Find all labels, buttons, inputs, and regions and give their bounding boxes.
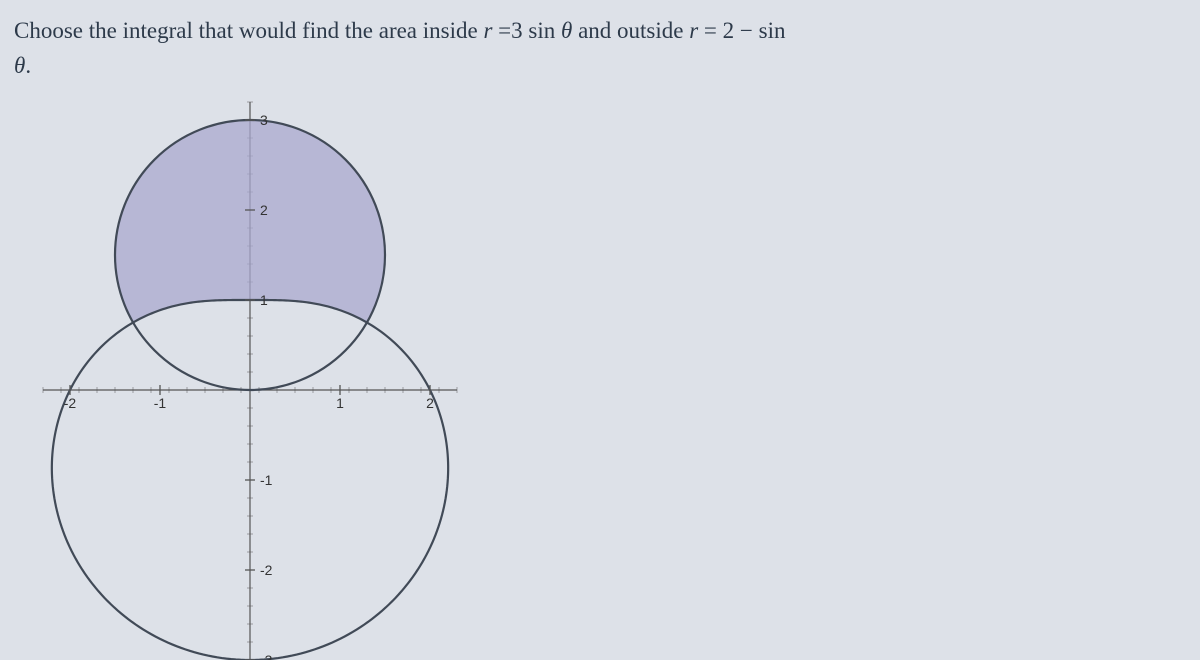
var-r: r	[689, 18, 704, 43]
x-tick-label: 1	[336, 395, 344, 411]
y-tick-label: 3	[260, 112, 268, 128]
x-tick-label: -1	[154, 395, 167, 411]
y-tick-label: -2	[260, 562, 273, 578]
polar-chart: -2-112-3-2-1123	[40, 100, 510, 640]
x-tick-label: -2	[64, 395, 77, 411]
chart-svg: -2 -1 1 2 -3 -2 -1 1 2 3	[40, 100, 510, 660]
y-tick-label: 2	[260, 202, 268, 218]
text: Choose the integral that would find the …	[14, 18, 483, 43]
x-tick-label: 2	[426, 395, 434, 411]
var-r: r	[483, 18, 498, 43]
rhs: 3 sin	[511, 18, 561, 43]
theta: θ	[14, 53, 25, 78]
y-tick-label: -3	[260, 652, 273, 660]
theta: θ	[561, 18, 572, 43]
eq: =	[498, 18, 511, 43]
problem-statement: Choose the integral that would find the …	[0, 0, 1200, 83]
shaded-region	[115, 120, 385, 323]
y-tick-label: -1	[260, 472, 273, 488]
y-tick-label: 1	[260, 292, 268, 308]
text: and outside	[572, 18, 689, 43]
eq-rhs: = 2 − sin	[704, 18, 786, 43]
period: .	[25, 53, 31, 78]
